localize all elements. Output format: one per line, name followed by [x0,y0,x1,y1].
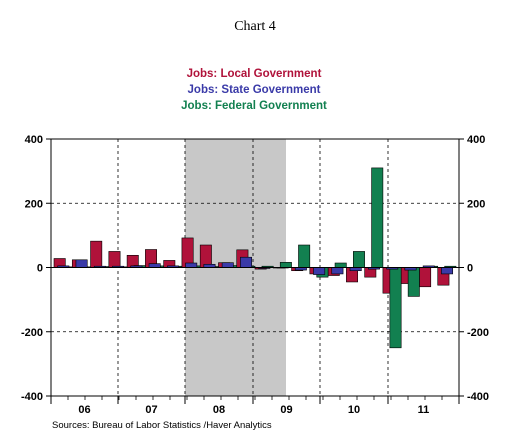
x-tick-label: 08 [213,404,225,416]
y-tick-label-right: 0 [467,263,473,275]
x-tick-label: 10 [348,404,360,416]
bar-state [240,256,253,268]
source-note: Sources: Bureau of Labor Statistics /Hav… [52,420,272,431]
chart-title: Chart 4 [234,19,276,34]
bar-local [419,267,432,288]
bar-state [441,267,454,275]
x-tick-label: 06 [78,404,90,416]
legend-entry-state: Jobs: State Government [188,84,321,96]
bar-federal [407,267,420,297]
bar-state [185,262,198,268]
bar-federal [298,244,311,268]
y-tick-label-right: -200 [467,327,489,339]
x-tick-label: 09 [280,404,292,416]
y-tick-label-right: 200 [467,198,485,210]
bar-federal [279,262,292,268]
bar-federal [389,267,402,349]
x-tick-label: 11 [418,404,430,416]
bar-federal [353,251,365,268]
bar-state [75,259,88,268]
legend-entry-federal: Jobs: Federal Government [181,100,327,112]
y-tick-label-left: 0 [37,263,43,275]
bar-local [108,251,121,268]
bar-federal [371,167,384,268]
bar-state [313,267,326,275]
x-tick-label: 07 [145,404,157,416]
bar-state [221,262,234,268]
legend-entry-local: Jobs: Local Government [187,68,322,80]
bar-local [90,240,103,268]
y-tick-label-right: -400 [467,391,489,403]
legend: Jobs: Local Government Jobs: State Gover… [181,68,327,112]
y-tick-label-left: 200 [25,198,43,210]
y-tick-label-right: 400 [467,134,485,146]
bar-state [331,267,344,275]
y-tick-label-left: 400 [25,134,43,146]
bar-federal [334,262,347,268]
plot-area: 400 400 200 200 0 0 -200 -200 -400 -400 06 07 08 09 10… [21,134,489,416]
bar-state [148,263,161,268]
y-tick-label-left: -200 [21,327,43,339]
y-tick-label-left: -400 [21,391,43,403]
